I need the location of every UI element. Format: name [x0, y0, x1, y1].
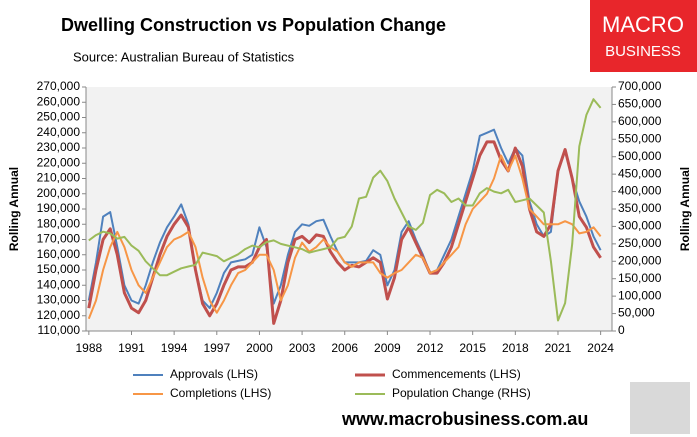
y2-tick-label: 0 [618, 323, 625, 337]
x-tick-label: 2015 [459, 341, 486, 355]
y-tick-label: 190,000 [37, 201, 81, 215]
legend-label: Commencements (LHS) [392, 367, 521, 381]
x-tick-label: 2000 [246, 341, 273, 355]
legend-label: Completions (LHS) [170, 386, 271, 400]
footer: www.macrobusiness.com.au [341, 409, 588, 429]
y-tick-label: 150,000 [37, 262, 81, 276]
logo-box [590, 0, 697, 72]
y2-tick-label: 150,000 [618, 271, 662, 285]
y-tick-label: 270,000 [37, 79, 81, 93]
x-tick-label: 2009 [374, 341, 401, 355]
series-line [88, 98, 602, 322]
y-tick-label: 170,000 [37, 232, 81, 246]
x-tick-label: 1997 [203, 341, 230, 355]
plot-area [86, 87, 612, 331]
y2-tick-label: 700,000 [618, 79, 662, 93]
y2-tick-label: 650,000 [618, 97, 662, 111]
y-tick-label: 120,000 [37, 308, 81, 322]
y-tick-label: 180,000 [37, 216, 81, 230]
y-tick-label: 260,000 [37, 94, 81, 108]
y-tick-label: 160,000 [37, 247, 81, 261]
y2-tick-label: 500,000 [618, 149, 662, 163]
y-tick-label: 240,000 [37, 125, 81, 139]
y2-tick-label: 50,000 [618, 306, 655, 320]
legend-label: Approvals (LHS) [170, 367, 258, 381]
y2-tick-label: 200,000 [618, 253, 662, 267]
y-tick-label: 130,000 [37, 293, 81, 307]
y-tick-label: 110,000 [38, 323, 81, 337]
x-tick-label: 2003 [289, 341, 316, 355]
y-tick-label: 140,000 [37, 277, 81, 291]
legend-label: Population Change (RHS) [392, 386, 531, 400]
chart-subtitle: Source: Australian Bureau of Statistics [73, 49, 295, 64]
y2-axis-label: Rolling Annual [678, 167, 692, 251]
y2-tick-label: 400,000 [618, 184, 662, 198]
y2-tick-label: 100,000 [618, 288, 662, 302]
y2-tick-label: 550,000 [618, 131, 662, 145]
x-tick-label: 2021 [545, 341, 572, 355]
y-tick-label: 210,000 [37, 171, 81, 185]
y2-tick-label: 300,000 [618, 219, 662, 233]
y2-tick-label: 450,000 [618, 166, 662, 180]
x-tick-label: 1988 [75, 341, 102, 355]
y2-tick-label: 600,000 [618, 114, 662, 128]
x-tick-label: 2024 [587, 341, 614, 355]
logo-image [630, 382, 690, 434]
logo-text: MACRO [602, 12, 684, 37]
y-tick-label: 230,000 [37, 140, 81, 154]
y-tick-label: 200,000 [37, 186, 81, 200]
series-line [87, 140, 602, 325]
chart-title: Dwelling Construction vs Population Chan… [61, 15, 446, 35]
x-tick-label: 2006 [331, 341, 358, 355]
x-tick-label: 1994 [161, 341, 188, 355]
x-tick-label: 2018 [502, 341, 529, 355]
y-tick-label: 220,000 [37, 155, 81, 169]
logo-text: BUSINESS [605, 43, 681, 60]
y2-tick-label: 250,000 [618, 236, 662, 250]
x-tick-label: 2012 [417, 341, 444, 355]
x-tick-label: 1991 [118, 341, 145, 355]
y-tick-label: 250,000 [37, 110, 81, 124]
series-line [87, 154, 602, 320]
y2-tick-label: 350,000 [618, 201, 662, 215]
y-axis-label: Rolling Annual [7, 167, 21, 251]
